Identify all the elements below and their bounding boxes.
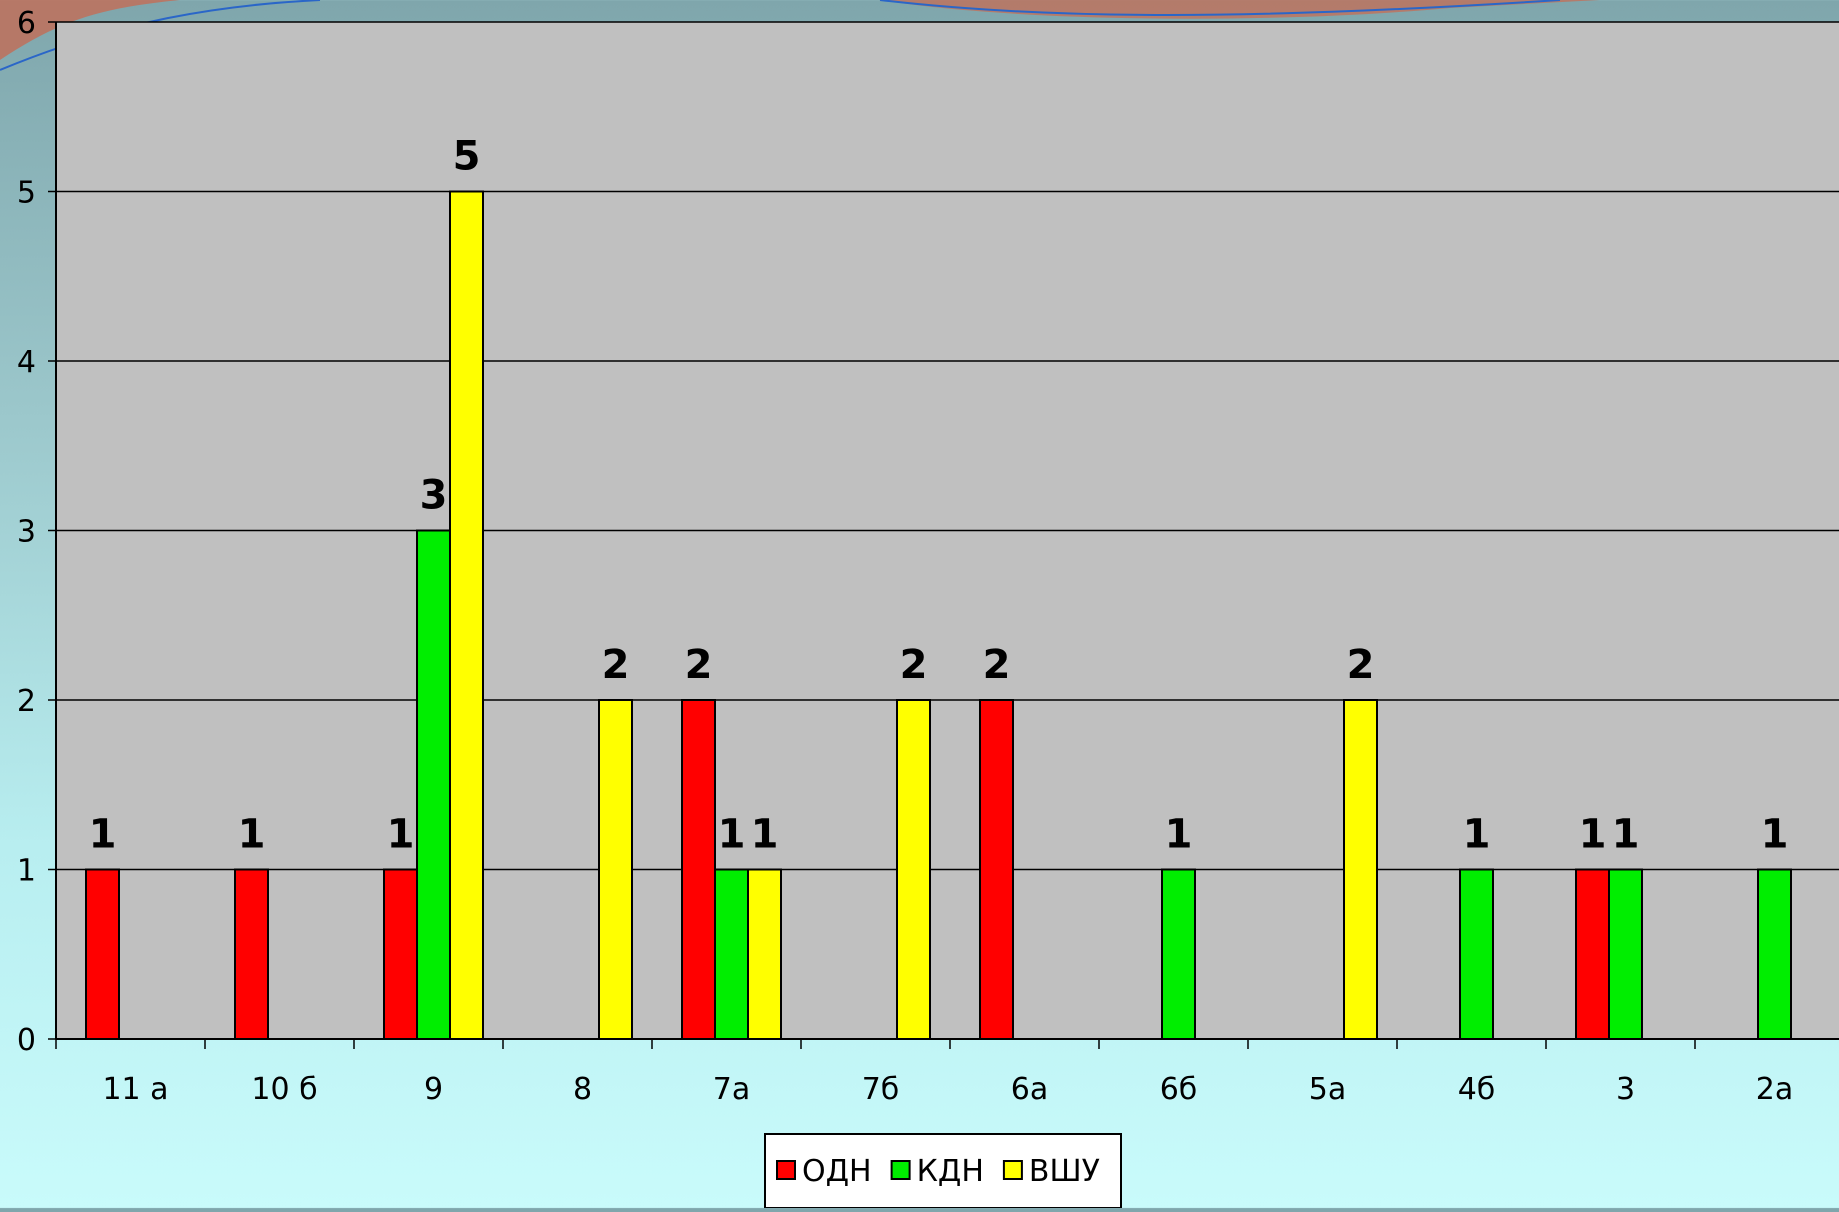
bar-КДН-2а: [1757, 868, 1792, 1040]
bar-КДН-4б: [1459, 868, 1494, 1040]
x-tick-label: 7а: [713, 1072, 750, 1107]
bar-КДН-3: [1608, 868, 1643, 1040]
bar-ВШУ-5а: [1343, 699, 1378, 1040]
x-tick-label: 6б: [1160, 1072, 1198, 1107]
legend-swatch: [1002, 1160, 1023, 1180]
data-label: 1: [751, 812, 779, 858]
legend-label: ВШУ: [1029, 1154, 1100, 1189]
x-tick-label: 2а: [1756, 1072, 1793, 1107]
x-tick-label: 6а: [1011, 1072, 1048, 1107]
data-label: 1: [1761, 812, 1789, 858]
legend-box: [764, 1133, 1122, 1209]
data-label: 3: [420, 473, 448, 519]
y-tick-label: 0: [17, 1023, 36, 1058]
x-tick-label: 7б: [862, 1072, 900, 1107]
y-tick-label: 2: [17, 684, 36, 719]
legend-swatch: [890, 1160, 911, 1180]
data-label: 1: [1579, 812, 1607, 858]
legend-label: КДН: [917, 1154, 984, 1189]
x-tick-label: 3: [1616, 1072, 1635, 1107]
y-tick-label: 5: [17, 176, 36, 211]
y-tick-label: 1: [17, 854, 36, 889]
data-label: 1: [387, 812, 415, 858]
axes: 0 1 2 3 4 5 6 11 а 10 б 9 8 7а 7б 6а 6б 5а 4б 3 2а: [17, 6, 1839, 1107]
bar-ВШУ-7б: [896, 699, 931, 1040]
x-tick-label: 5а: [1309, 1072, 1346, 1107]
data-label: 1: [718, 812, 746, 858]
data-label: 1: [238, 812, 266, 858]
bar-КДН-6б: [1161, 868, 1196, 1040]
bar-ВШУ-9: [449, 190, 484, 1040]
bar-ОДН-7а: [681, 699, 716, 1040]
legend: ОДН КДН ВШУ: [764, 1133, 1122, 1209]
x-tick-label: 11 а: [102, 1072, 168, 1107]
x-tick-label: 9: [424, 1072, 443, 1107]
bar-ОДН-9: [383, 868, 418, 1040]
bar-КДН-9: [416, 529, 451, 1040]
x-tick-label: 10 б: [251, 1072, 317, 1107]
bar-ВШУ-8: [598, 699, 633, 1040]
legend-label: ОДН: [802, 1154, 872, 1189]
data-label: 2: [602, 642, 630, 688]
data-label: 1: [89, 812, 117, 858]
data-label: 1: [1612, 812, 1640, 858]
bar-КДН-7а: [714, 868, 749, 1040]
data-label: 2: [983, 642, 1011, 688]
gridlines: [56, 21, 1839, 871]
legend-swatch: [776, 1160, 796, 1180]
bar-ОДН-6а: [979, 699, 1014, 1040]
bar-ОДН-3: [1575, 868, 1610, 1040]
data-label: 1: [1165, 812, 1193, 858]
data-label: 2: [1347, 642, 1375, 688]
bar-ОДН-11а: [85, 868, 120, 1040]
data-label: 1: [1463, 812, 1491, 858]
bar-ВШУ-7а: [747, 868, 782, 1040]
data-label: 5: [453, 134, 481, 180]
x-tick-label: 8: [573, 1072, 592, 1107]
y-tick-label: 4: [17, 345, 36, 380]
y-tick-label: 3: [17, 515, 36, 550]
x-tick-label: 4б: [1458, 1072, 1496, 1107]
data-label: 2: [900, 642, 928, 688]
data-label: 2: [685, 642, 713, 688]
bars: [85, 190, 1792, 1040]
y-tick-label: 6: [17, 6, 36, 41]
bar-ОДН-10б: [234, 868, 269, 1040]
background-decoration: [0, 0, 1600, 71]
